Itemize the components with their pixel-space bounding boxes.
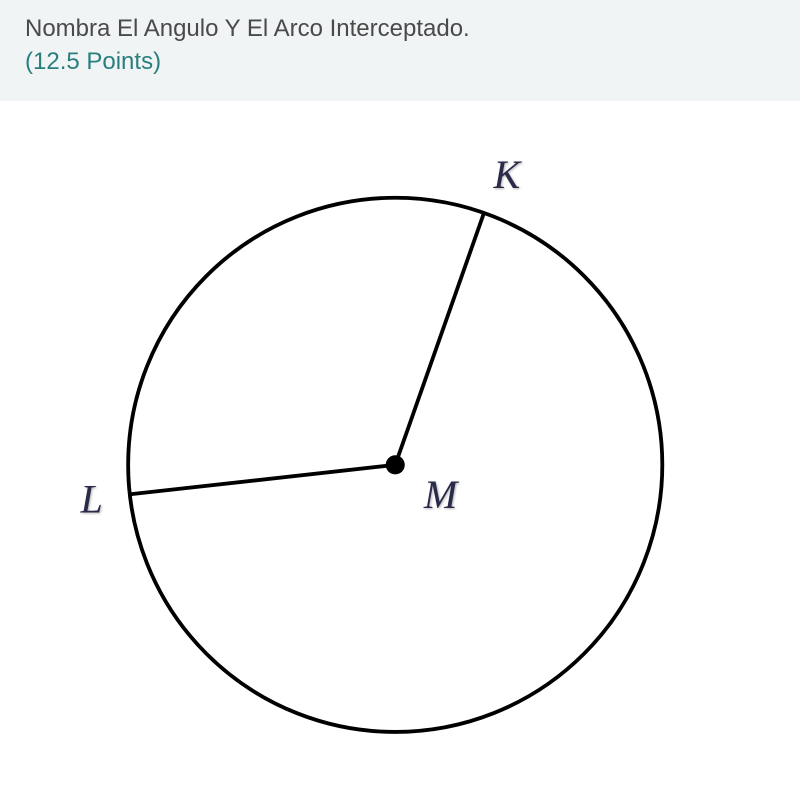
question-text: Nombra El Angulo Y El Arco Interceptado. — [25, 15, 775, 43]
label-k: K — [492, 152, 522, 197]
diagram-container: K L M — [0, 101, 800, 781]
label-l: L — [79, 477, 102, 522]
geometry-diagram: K L M — [40, 131, 760, 751]
center-point — [386, 455, 405, 474]
points-text: (12.5 Points) — [25, 48, 775, 76]
question-header: Nombra El Angulo Y El Arco Interceptado.… — [0, 0, 800, 101]
label-m: M — [423, 472, 460, 517]
radius-mk — [395, 213, 484, 465]
radius-ml — [129, 465, 395, 495]
